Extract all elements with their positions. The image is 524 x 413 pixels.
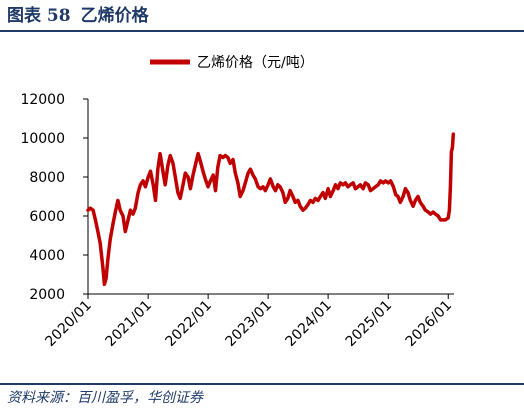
x-tick-label: 2026/01	[403, 298, 455, 350]
footer-rule	[0, 383, 524, 385]
figure-title: 图表 58 乙烯价格	[7, 3, 159, 29]
legend: 乙烯价格（元/吨）	[150, 55, 314, 71]
legend-label: 乙烯价格（元/吨）	[197, 55, 314, 71]
y-ticks: 2000 4000 6000 8000 10000 12000	[20, 92, 88, 303]
series-line	[86, 132, 456, 287]
source-note: 资料来源：百川盈孚，华创证券	[7, 390, 203, 406]
x-tick-label: 2020/01	[42, 298, 94, 350]
y-tick-label: 12000	[20, 92, 65, 108]
y-tick-label: 10000	[20, 131, 65, 147]
y-tick-label: 2000	[29, 287, 65, 303]
y-tick-label: 6000	[29, 209, 65, 225]
x-tick-label: 2025/01	[343, 298, 395, 350]
x-tick-label: 2021/01	[103, 298, 155, 350]
header-rule	[0, 30, 524, 32]
x-tick-label: 2023/01	[223, 298, 275, 350]
x-ticks: 2020/01 2021/01 2022/01 2023/01 2024/01 2025/…	[42, 294, 455, 350]
x-tick-label: 2024/01	[282, 298, 334, 350]
y-tick-label: 8000	[29, 170, 65, 186]
x-tick-label: 2022/01	[163, 298, 215, 350]
figure-name: 乙烯价格	[80, 6, 149, 26]
figure-number: 图表 58	[7, 6, 71, 26]
y-tick-label: 4000	[29, 248, 65, 264]
